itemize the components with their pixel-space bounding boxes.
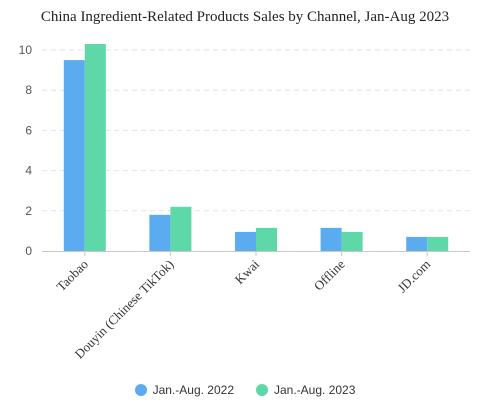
legend-label-2022: Jan.-Aug. 2022 xyxy=(152,383,234,397)
chart-title: China Ingredient-Related Products Sales … xyxy=(40,9,450,25)
bar xyxy=(63,60,85,251)
chart-legend: Jan.-Aug. 2022 Jan.-Aug. 2023 xyxy=(0,383,490,397)
y-tick-label: 10 xyxy=(19,43,33,57)
legend-item-2023[interactable]: Jan.-Aug. 2023 xyxy=(256,383,355,397)
x-tick-label: JD.com xyxy=(394,257,433,296)
bar xyxy=(235,231,256,251)
legend-swatch-2023 xyxy=(256,384,268,396)
bar xyxy=(170,206,192,251)
bar xyxy=(406,236,428,251)
y-tick-label: 2 xyxy=(25,204,32,218)
bar xyxy=(256,227,277,251)
y-tick-label: 8 xyxy=(25,83,32,97)
x-tick-label: Douyin (Chinese TikTok) xyxy=(72,257,177,362)
x-tick-label: Taobao xyxy=(53,257,91,295)
bar xyxy=(427,236,449,251)
legend-item-2022[interactable]: Jan.-Aug. 2022 xyxy=(134,383,234,397)
x-tick-label: Offline xyxy=(311,256,348,293)
y-tick-label: 0 xyxy=(25,244,32,258)
bar xyxy=(149,214,171,251)
y-tick-label: 4 xyxy=(25,164,32,178)
bar xyxy=(341,231,363,251)
legend-label-2023: Jan.-Aug. 2023 xyxy=(274,383,356,397)
y-tick-label: 6 xyxy=(25,123,32,137)
bar xyxy=(84,44,106,251)
bar xyxy=(320,227,342,251)
x-tick-label: Kwai xyxy=(232,256,263,287)
legend-swatch-2022 xyxy=(134,384,147,396)
